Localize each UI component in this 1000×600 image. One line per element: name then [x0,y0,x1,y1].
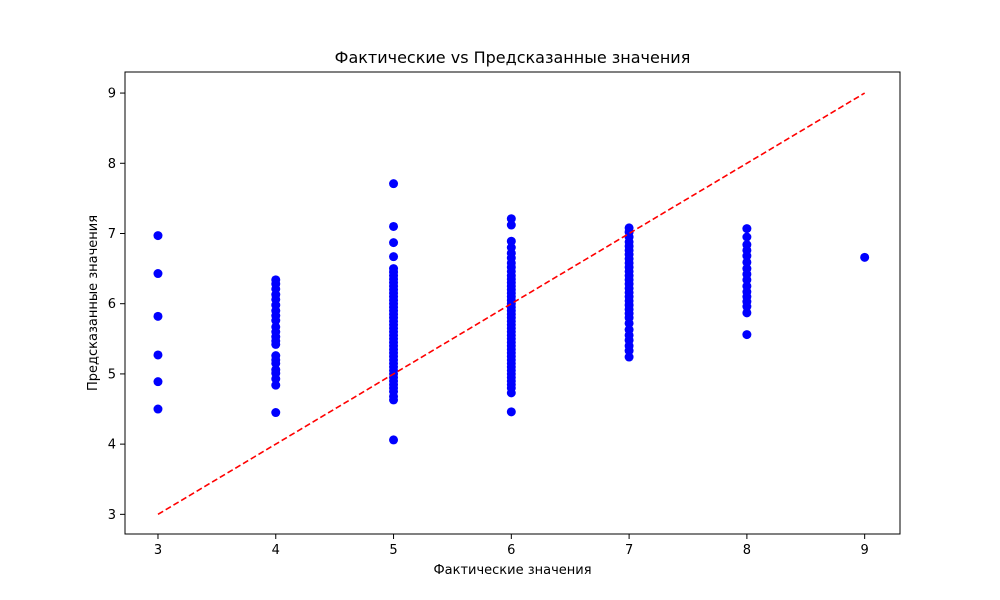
data-point [153,231,163,241]
data-point [742,251,752,261]
x-tick-label: 9 [861,543,869,558]
data-point [860,252,870,262]
data-point [271,358,281,368]
data-point [389,395,399,405]
data-point [624,318,634,328]
y-tick-label: 6 [108,297,116,312]
y-tick-label: 9 [108,87,116,102]
data-point [389,179,399,189]
y-axis-title: Предсказанные значения [86,215,101,391]
data-point [153,377,163,387]
y-tick-label: 7 [108,227,116,242]
y-axis: 3 4 5 6 7 8 9 [108,87,125,523]
data-point [271,339,281,349]
reference-line [157,92,866,516]
data-point [389,238,399,248]
data-point [153,311,163,321]
data-point [506,236,516,246]
data-point [742,308,752,318]
data-point [742,330,752,340]
axes-frame [124,71,901,535]
y-tick-label: 4 [108,438,116,453]
data-point [742,224,752,234]
x-axis: 3 4 5 6 7 8 9 [154,534,869,558]
chart-title: Фактические vs Предсказанные значения [335,48,691,67]
data-point [506,388,516,398]
data-point [271,316,281,326]
data-point [153,404,163,414]
x-tick-label: 8 [743,543,751,558]
y-tick-label: 3 [108,508,116,523]
data-point [389,221,399,231]
data-point [153,269,163,279]
data-point [506,407,516,417]
x-axis-title: Фактические значения [433,563,591,578]
data-point [389,252,399,262]
x-tick-label: 5 [389,543,397,558]
data-point [389,435,399,445]
x-tick-label: 7 [625,543,633,558]
data-point [153,350,163,360]
x-tick-label: 3 [154,543,162,558]
data-point [624,352,634,362]
data-point [742,232,752,242]
x-tick-label: 6 [507,543,515,558]
data-point [742,275,752,285]
data-point [624,346,634,356]
plot-area [153,92,870,516]
data-point [271,374,281,384]
data-point [506,220,516,230]
y-tick-label: 8 [108,157,116,172]
x-tick-label: 4 [272,543,280,558]
data-point [506,214,516,224]
data-point [742,257,752,267]
data-point [742,302,752,312]
data-point [271,380,281,390]
data-point [271,408,281,418]
y-tick-label: 5 [108,367,116,382]
